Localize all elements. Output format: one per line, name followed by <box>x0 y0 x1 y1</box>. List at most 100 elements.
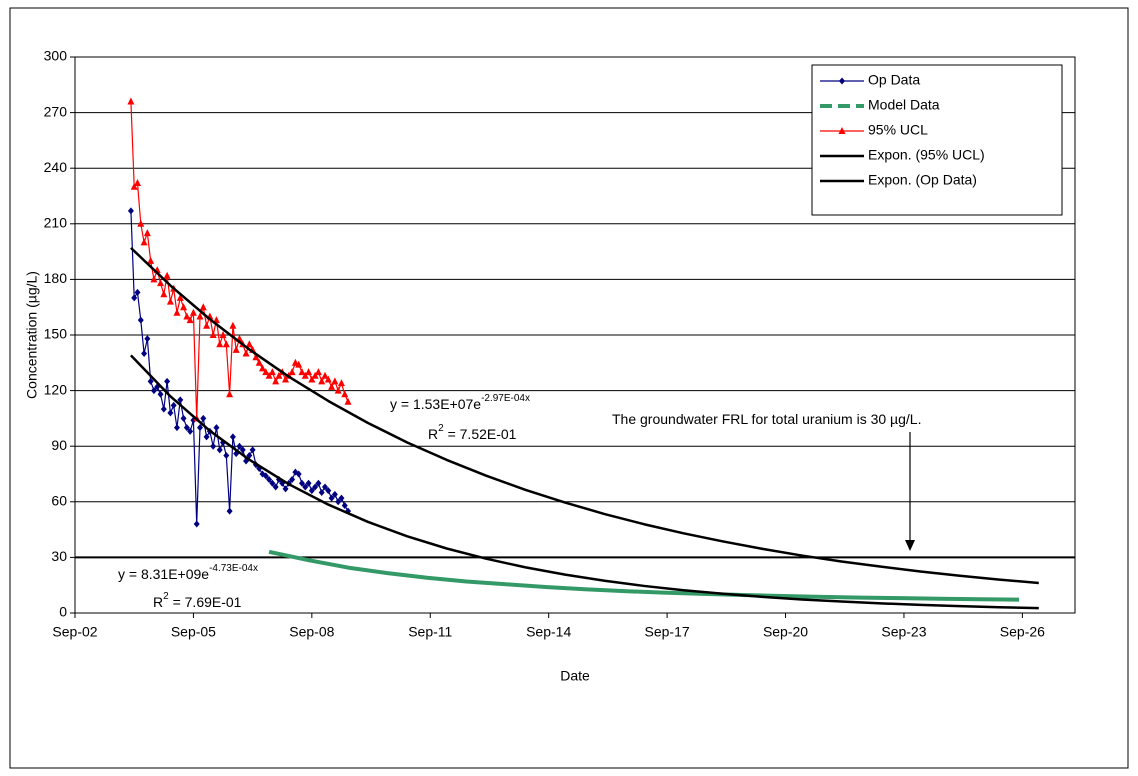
data-point <box>143 229 151 237</box>
y-tick-label: 150 <box>44 326 68 342</box>
data-point <box>236 442 243 450</box>
legend-box <box>811 64 1063 216</box>
data-point <box>147 377 154 385</box>
data-point <box>197 424 203 432</box>
data-point <box>265 371 273 379</box>
data-point <box>311 371 319 379</box>
data-point <box>137 316 144 324</box>
annotation: y = 8.31E+09e-4.73E-04x <box>118 563 258 582</box>
data-point <box>226 507 233 515</box>
legend-label: Expon. (Op Data) <box>868 172 977 188</box>
annotation-superscript: 2 <box>438 423 444 434</box>
y-tick-label: 0 <box>59 604 67 620</box>
legend-label: Model Data <box>868 97 940 113</box>
data-point <box>134 179 141 187</box>
x-tick-label: Sep-17 <box>645 624 690 640</box>
data-point <box>157 279 165 287</box>
annotation-superscript: 2 <box>163 591 169 602</box>
data-point <box>127 97 135 105</box>
data-point <box>275 371 283 379</box>
y-tick-label: 180 <box>44 270 68 286</box>
x-axis-label: Date <box>560 668 590 684</box>
data-point <box>213 424 220 432</box>
data-point <box>193 520 200 528</box>
data-point <box>170 401 177 409</box>
annotation-text: y = 8.31E+09e <box>118 566 209 582</box>
data-point <box>322 483 328 491</box>
data-point <box>223 451 230 459</box>
data-point <box>164 377 171 385</box>
data-point <box>160 290 168 298</box>
y-tick-label: 30 <box>51 548 67 564</box>
annotation-superscript: -2.97E-04x <box>481 393 530 404</box>
data-point <box>282 375 290 383</box>
data-point <box>229 433 236 441</box>
legend-marker <box>838 127 846 134</box>
legend-label: 95% UCL <box>868 122 928 138</box>
y-tick-label: 120 <box>44 381 68 397</box>
data-point <box>328 382 336 390</box>
data-point <box>183 424 190 432</box>
annotation-text: The groundwater FRL for total uranium is… <box>612 411 921 427</box>
data-point <box>203 321 211 329</box>
plot-area <box>74 56 1076 614</box>
data-point <box>338 494 345 502</box>
data-point <box>341 390 349 398</box>
data-point <box>134 288 141 296</box>
x-tick-label: Sep-20 <box>763 624 808 640</box>
data-point <box>305 368 313 376</box>
data-point <box>298 479 305 487</box>
x-tick-label: Sep-11 <box>408 624 452 640</box>
x-tick-label: Sep-08 <box>289 624 334 640</box>
data-point <box>210 442 217 450</box>
y-tick-label: 270 <box>44 103 68 119</box>
data-point <box>199 303 207 311</box>
data-point <box>308 487 315 495</box>
data-point <box>288 368 296 376</box>
data-point <box>222 340 230 348</box>
data-point <box>301 371 309 379</box>
data-point <box>289 476 296 484</box>
annotation-text: = 7.52E-01 <box>444 426 517 442</box>
data-point <box>268 368 276 376</box>
data-point <box>180 414 187 422</box>
series-line <box>130 354 1039 610</box>
data-point <box>187 427 194 435</box>
data-point <box>203 433 210 441</box>
data-point <box>312 483 319 491</box>
y-axis-label: Concentration (µg/L) <box>24 271 40 399</box>
data-point <box>331 377 339 385</box>
x-tick-label: Sep-05 <box>171 624 216 640</box>
y-tick-label: 240 <box>44 159 68 175</box>
data-point <box>177 396 184 404</box>
data-point <box>183 312 191 320</box>
data-point <box>331 490 338 498</box>
data-point <box>242 349 250 357</box>
annotation-text: R <box>153 594 163 610</box>
data-point <box>150 275 158 283</box>
data-point <box>324 375 332 383</box>
data-point <box>249 446 256 454</box>
data-point <box>272 483 279 491</box>
data-point <box>272 377 280 385</box>
data-point <box>341 502 348 510</box>
data-point <box>163 271 171 279</box>
data-point <box>269 479 276 487</box>
data-point <box>255 358 263 366</box>
y-tick-label: 60 <box>51 493 67 509</box>
data-point <box>130 182 138 190</box>
data-point <box>176 293 184 301</box>
legend-marker <box>839 77 845 85</box>
data-point <box>295 360 303 368</box>
data-point <box>245 340 253 348</box>
data-point <box>266 476 273 484</box>
data-point <box>127 207 134 215</box>
annotation-arrowhead <box>905 540 915 551</box>
data-point <box>173 308 181 316</box>
annotation: R2 = 7.52E-01 <box>428 423 517 442</box>
data-point <box>200 414 207 422</box>
data-point <box>232 345 240 353</box>
x-tick-label: Sep-26 <box>1000 624 1045 640</box>
annotation: The groundwater FRL for total uranium is… <box>612 411 921 427</box>
